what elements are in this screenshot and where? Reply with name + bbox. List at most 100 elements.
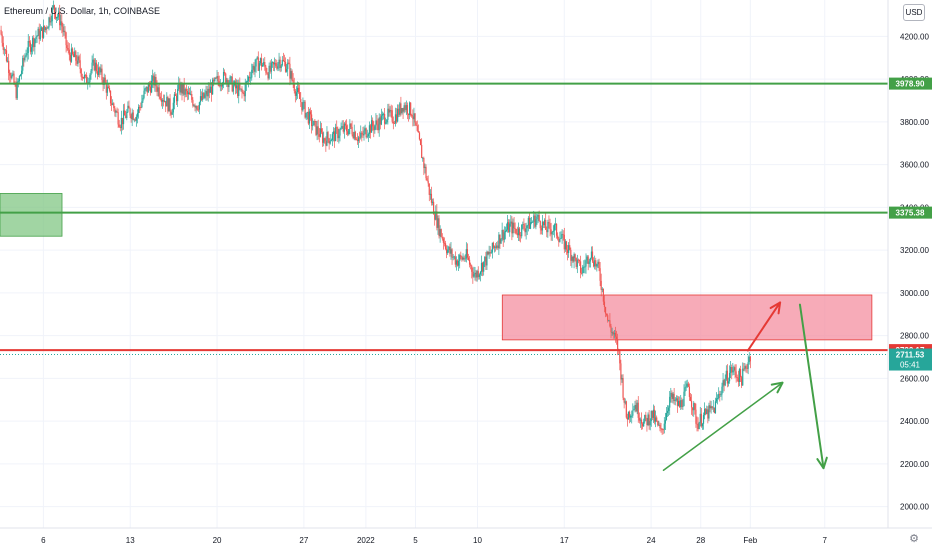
candle-body	[124, 110, 126, 116]
candle-body	[493, 246, 496, 248]
candle-body	[693, 403, 695, 411]
candle-body	[465, 249, 467, 259]
gear-icon[interactable]: ⚙	[909, 533, 919, 545]
candle-body	[742, 368, 744, 386]
candle-body	[610, 326, 612, 333]
green-demand-zone[interactable]	[0, 193, 63, 237]
candle-body	[451, 249, 453, 258]
candle-body	[395, 114, 398, 122]
candle-body	[485, 256, 487, 266]
candle-body	[90, 70, 92, 75]
candle-body	[308, 111, 311, 124]
candle-body	[427, 180, 429, 184]
candle-body	[569, 245, 571, 250]
candle-body	[326, 132, 328, 146]
candle-body	[477, 271, 479, 278]
candle-body	[379, 117, 381, 125]
candle-body	[343, 123, 345, 132]
candle-body	[492, 242, 495, 248]
candle-body	[320, 128, 323, 133]
candle-body	[115, 111, 117, 113]
candle-body	[36, 36, 38, 37]
time-tick-label: 6	[41, 536, 46, 545]
candle-body	[336, 127, 338, 129]
candle-body	[41, 27, 44, 38]
candle-body	[468, 259, 471, 265]
candle-body	[45, 27, 47, 31]
candle-body	[185, 89, 187, 92]
candle-body	[401, 108, 403, 114]
candle-body	[235, 85, 238, 89]
candle-body	[281, 59, 283, 66]
candle-body	[536, 216, 538, 220]
candle-body	[48, 17, 50, 28]
candle-body	[140, 107, 142, 108]
candle-body	[412, 116, 414, 120]
candle-body	[333, 131, 336, 142]
candle-body	[77, 56, 79, 64]
drop-arrow[interactable]	[798, 303, 825, 470]
candles	[0, 0, 751, 435]
candle-body	[299, 92, 301, 99]
candle-body	[133, 119, 135, 121]
candle-body	[237, 85, 239, 97]
candle-body	[26, 53, 28, 56]
candle-body	[56, 16, 59, 18]
candle-body	[82, 76, 85, 79]
price-tick-label: 3200.00	[900, 246, 929, 255]
breakout-arrow[interactable]	[746, 301, 782, 352]
candle-body	[272, 62, 275, 65]
candle-body	[419, 139, 422, 145]
candle-body	[179, 83, 181, 93]
candle-body	[158, 87, 160, 97]
candle-body	[198, 102, 201, 110]
candle-body	[687, 383, 689, 387]
candle-body	[608, 320, 610, 322]
candle-body	[614, 332, 617, 337]
ascending-trendline[interactable]	[662, 381, 784, 472]
candle-body	[361, 132, 363, 135]
candle-body	[745, 366, 747, 369]
drawing-annotations[interactable]	[662, 301, 828, 472]
candle-body	[450, 249, 452, 254]
candle-body	[623, 397, 625, 403]
red-supply-zone[interactable]	[501, 294, 873, 341]
candle-body	[71, 48, 74, 55]
candle-body	[141, 101, 143, 108]
candle-body	[68, 49, 70, 56]
candle-body	[146, 86, 148, 93]
candle-body	[387, 108, 389, 120]
candle-body	[620, 363, 622, 380]
candle-body	[625, 401, 627, 418]
candle-body	[376, 120, 378, 125]
candle-body	[215, 77, 217, 79]
candle-body	[406, 105, 409, 114]
candle-body	[265, 66, 267, 73]
candle-body	[32, 37, 34, 48]
candle-body	[720, 394, 722, 396]
price-tick-label: 2000.00	[900, 503, 929, 512]
candle-body	[135, 116, 138, 121]
candle-body	[136, 113, 139, 117]
candle-body	[62, 26, 64, 32]
candle-body	[601, 288, 603, 290]
candle-body	[505, 229, 508, 231]
horizontal-levels[interactable]	[0, 82, 888, 356]
candle-body	[194, 105, 196, 108]
candle-body	[307, 111, 309, 124]
candle-body	[731, 367, 733, 373]
candle-body	[585, 260, 587, 267]
candle-body	[440, 229, 442, 237]
currency-button[interactable]: USD	[903, 4, 925, 21]
candle-body	[243, 93, 245, 97]
candle-body	[695, 409, 697, 424]
candle-body	[172, 102, 174, 113]
candle-body	[718, 393, 720, 399]
time-axis[interactable]: 6 13 20 27 2022 5 10 17 24 28 Feb 7	[41, 536, 827, 545]
candle-body	[461, 256, 463, 260]
candle-body	[558, 238, 560, 242]
candle-body	[430, 193, 433, 203]
candle-body	[319, 128, 321, 137]
